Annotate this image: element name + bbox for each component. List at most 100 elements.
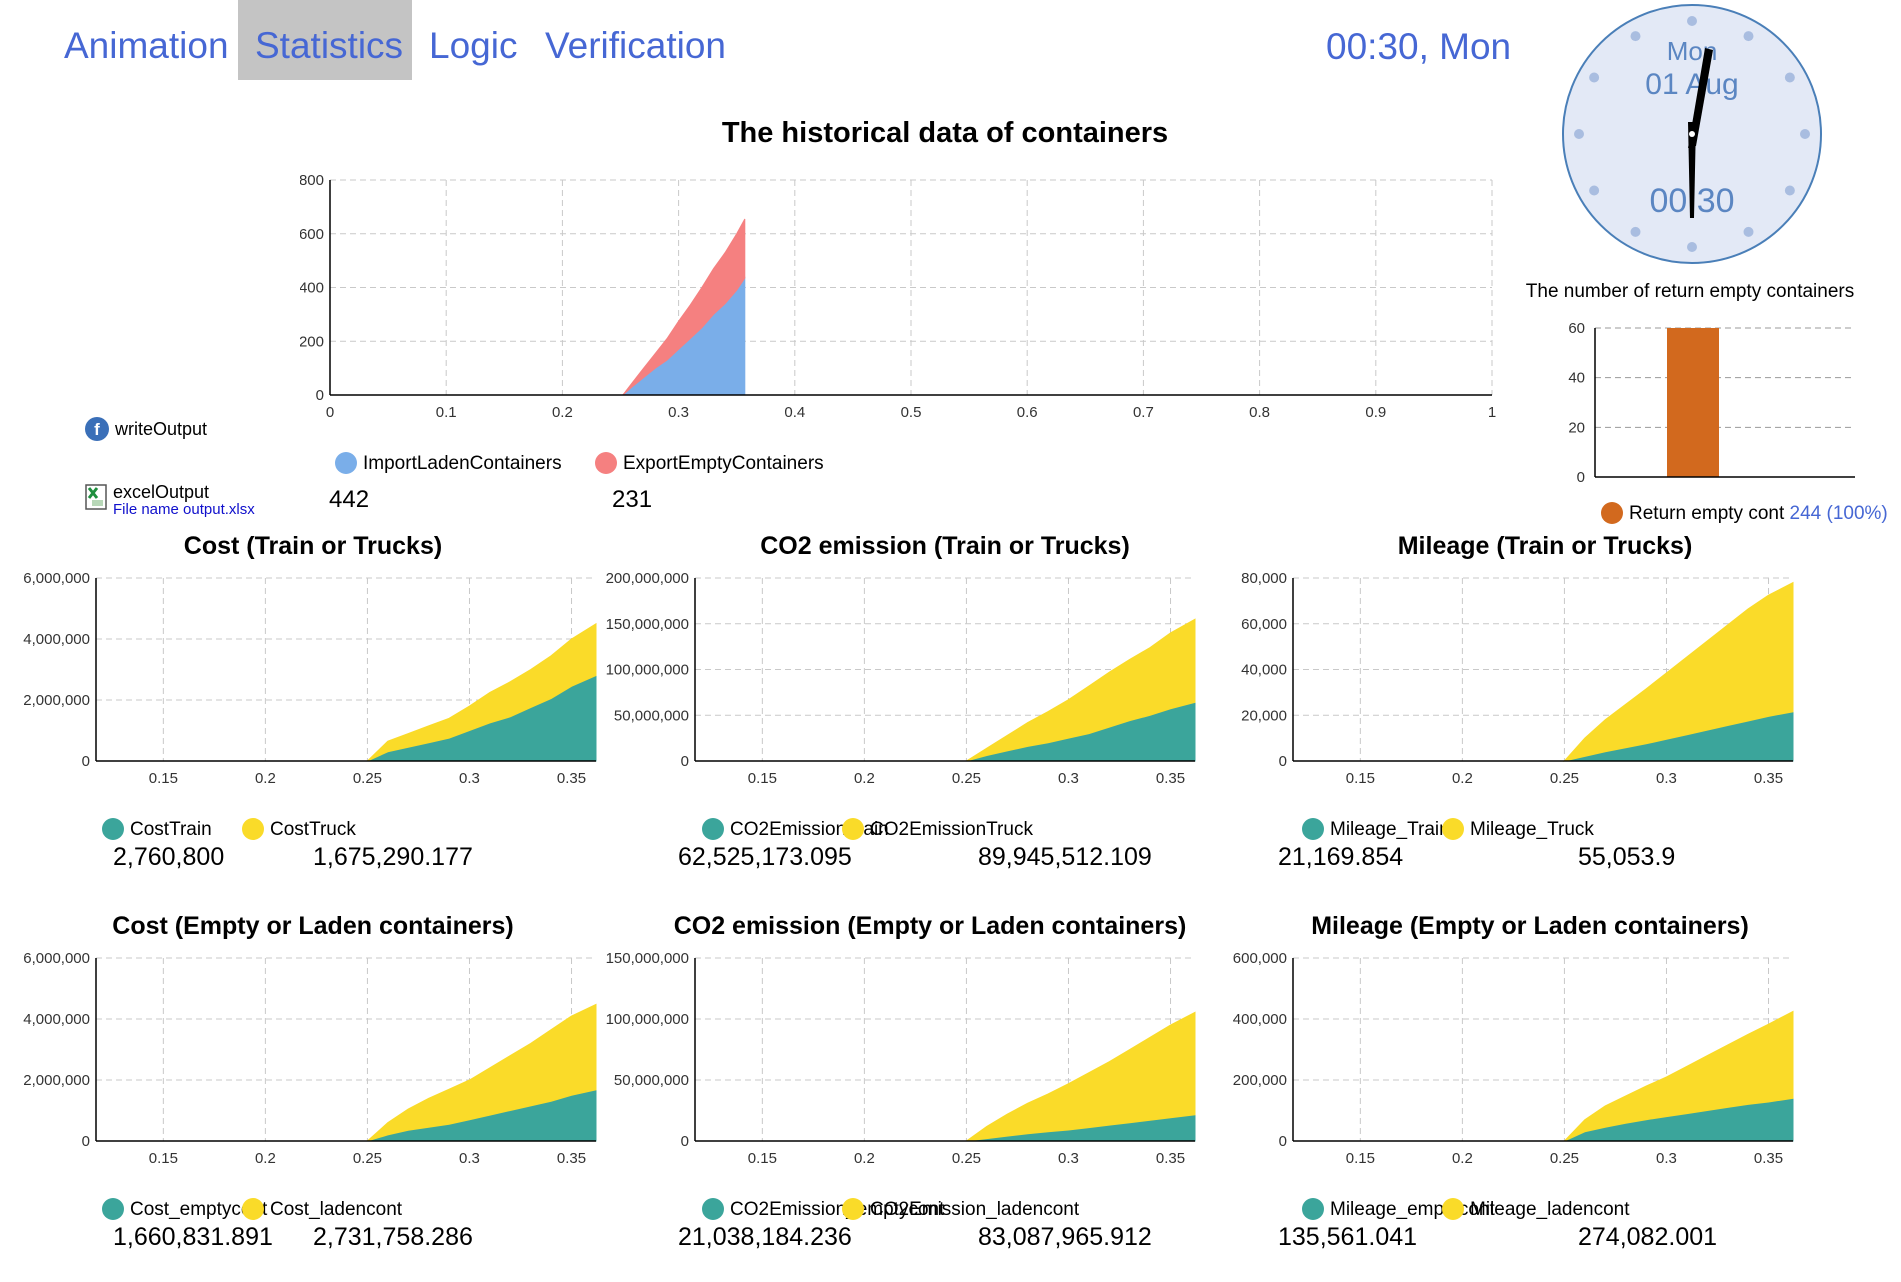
legend-marker bbox=[702, 818, 724, 840]
legend-marker bbox=[1442, 1198, 1464, 1220]
y-tick-label: 0 bbox=[316, 387, 324, 404]
legend-value: 83,087,965.912 bbox=[978, 1223, 1152, 1251]
series-area-CostTruck bbox=[367, 622, 597, 762]
legend-value: 21,169.854 bbox=[1278, 843, 1403, 871]
function-icon: f bbox=[85, 417, 109, 441]
legend-marker bbox=[1442, 818, 1464, 840]
excel-file-name: File name output.xlsx bbox=[113, 501, 255, 518]
excel-file-icon bbox=[85, 484, 107, 510]
y-tick-label: 100,000,000 bbox=[606, 662, 689, 679]
x-tick-label: 0.25 bbox=[952, 1150, 981, 1167]
clock-hour-dot bbox=[1743, 226, 1754, 237]
y-tick-label: 150,000,000 bbox=[606, 950, 689, 967]
legend-label: CO2Emission_ladencont bbox=[870, 1199, 1080, 1220]
clock-hour-dot bbox=[1589, 72, 1600, 83]
x-tick-label: 0.15 bbox=[748, 1150, 777, 1167]
legend-marker bbox=[242, 1198, 264, 1220]
x-tick-label: 0.3 bbox=[1656, 770, 1677, 787]
x-tick-label: 0.3 bbox=[1656, 1150, 1677, 1167]
x-tick-label: 0.6 bbox=[1017, 404, 1038, 421]
x-tick-label: 0.25 bbox=[952, 770, 981, 787]
legend-marker bbox=[1302, 818, 1324, 840]
legend-label: Mileage_ladencont bbox=[1470, 1199, 1630, 1220]
y-tick-label: 4,000,000 bbox=[23, 631, 90, 648]
y-tick-label: 40,000 bbox=[1241, 662, 1287, 679]
y-tick-label: 200,000,000 bbox=[606, 570, 689, 587]
legend-marker bbox=[102, 1198, 124, 1220]
tab-animation[interactable]: Animation bbox=[64, 25, 229, 66]
chart-title: Cost (Train or Trucks) bbox=[184, 532, 442, 560]
x-tick-label: 0.1 bbox=[436, 404, 457, 421]
clock-hour-dot bbox=[1687, 242, 1697, 252]
chart-co2-tt: CO2 emission (Train or Trucks) 0 50,000,00… bbox=[606, 532, 1196, 871]
x-tick-label: 0.25 bbox=[1550, 770, 1579, 787]
chart-title: CO2 emission (Empty or Laden containers) bbox=[674, 912, 1187, 940]
clock-hour-dot bbox=[1784, 185, 1795, 196]
x-tick-label: 0.7 bbox=[1133, 404, 1154, 421]
legend-value: 89,945,512.109 bbox=[978, 843, 1152, 871]
x-tick-label: 0.3 bbox=[1058, 770, 1079, 787]
x-tick-label: 0 bbox=[326, 404, 334, 421]
clock-hour-dot bbox=[1574, 129, 1584, 139]
y-tick-label: 600 bbox=[300, 226, 324, 243]
series-area-CO2Emission_ladencont bbox=[966, 1011, 1196, 1142]
clock-hour-dot bbox=[1687, 16, 1697, 26]
x-tick-label: 0.25 bbox=[353, 1150, 382, 1167]
clock-time-label: 00:30, Mon bbox=[1326, 26, 1512, 67]
chart-co2-el: CO2 emission (Empty or Laden containers)… bbox=[606, 912, 1196, 1251]
x-tick-label: 0.15 bbox=[748, 770, 777, 787]
y-tick-label: 2,000,000 bbox=[23, 692, 90, 709]
x-tick-label: 1 bbox=[1488, 404, 1496, 421]
legend-marker bbox=[335, 452, 357, 474]
clock-hour-dot bbox=[1784, 72, 1795, 83]
excel-output-label: excelOutput bbox=[113, 482, 210, 502]
y-tick-label: 20 bbox=[1568, 419, 1585, 436]
series-area-Cost_ladencont bbox=[367, 1003, 597, 1142]
legend-value: 21,038,184.236 bbox=[678, 1223, 852, 1251]
tab-verification[interactable]: Verification bbox=[545, 25, 726, 66]
legend-marker bbox=[842, 818, 864, 840]
x-tick-label: 0.15 bbox=[149, 1150, 178, 1167]
analog-clock: Mon 01 Aug 00:30 bbox=[1562, 4, 1822, 264]
x-tick-label: 0.9 bbox=[1365, 404, 1386, 421]
y-tick-label: 0 bbox=[82, 1133, 90, 1150]
clock-hour-dot bbox=[1743, 31, 1754, 42]
clock-hour-dot bbox=[1589, 185, 1600, 196]
x-tick-label: 0.2 bbox=[854, 770, 875, 787]
legend-marker bbox=[102, 818, 124, 840]
y-tick-label: 0 bbox=[1279, 753, 1287, 770]
y-tick-label: 0 bbox=[1279, 1133, 1287, 1150]
chart-cost-tt: Cost (Train or Trucks) 0 2,000,000 4,000,00… bbox=[23, 532, 597, 871]
legend-value: 244 (100%) bbox=[1790, 503, 1888, 524]
tab-logic[interactable]: Logic bbox=[429, 25, 518, 66]
x-tick-label: 0.35 bbox=[557, 1150, 586, 1167]
clock-minute-hand bbox=[1688, 122, 1696, 218]
y-tick-label: 2,000,000 bbox=[23, 1072, 90, 1089]
x-tick-label: 0.35 bbox=[1754, 770, 1783, 787]
legend-marker bbox=[242, 818, 264, 840]
y-tick-label: 60 bbox=[1568, 320, 1585, 337]
chart-title: CO2 emission (Train or Trucks) bbox=[760, 532, 1130, 560]
y-tick-label: 6,000,000 bbox=[23, 570, 90, 587]
legend-label: ExportEmptyContainers bbox=[623, 453, 824, 474]
x-tick-label: 0.3 bbox=[459, 770, 480, 787]
clock-hour-dot bbox=[1630, 31, 1641, 42]
y-tick-label: 600,000 bbox=[1233, 950, 1287, 967]
x-tick-label: 0.2 bbox=[1452, 770, 1473, 787]
legend-label-text: Return empty cont bbox=[1629, 503, 1790, 524]
legend-value: 62,525,173.095 bbox=[678, 843, 852, 871]
write-output-button[interactable]: f writeOutput bbox=[84, 416, 207, 442]
excel-output-button[interactable]: excelOutput File name output.xlsx bbox=[84, 482, 255, 517]
y-tick-label: 80,000 bbox=[1241, 570, 1287, 587]
clock-hour-dot bbox=[1630, 226, 1641, 237]
y-tick-label: 20,000 bbox=[1241, 707, 1287, 724]
legend-label: Cost_emptycont bbox=[130, 1199, 268, 1220]
series-area-Mileage_ladencont bbox=[1564, 1010, 1794, 1142]
chart-return-empty: The number of return empty containers 0 20… bbox=[1526, 281, 1888, 524]
series-area-CO2EmissionTruck bbox=[966, 618, 1196, 762]
chart-mileage-tt: Mileage (Train or Trucks) 0 20,000 40,000 60… bbox=[1241, 532, 1794, 871]
tab-statistics[interactable]: Statistics bbox=[238, 0, 412, 80]
legend-value: 135,561.041 bbox=[1278, 1223, 1417, 1251]
y-tick-label: 4,000,000 bbox=[23, 1011, 90, 1028]
legend-label: CO2EmissionTruck bbox=[870, 819, 1033, 840]
